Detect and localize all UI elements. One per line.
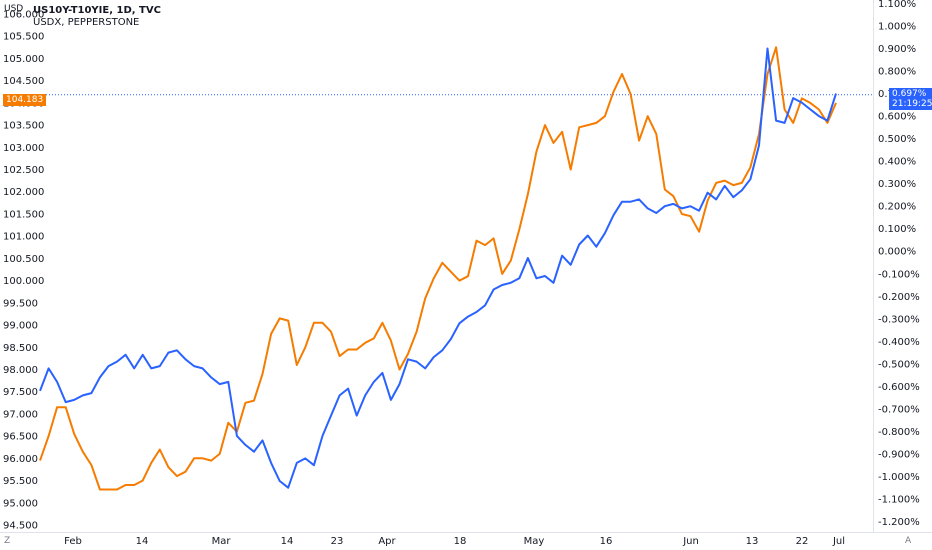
x-axis-tick: 13 [746,536,759,547]
right-axis-tick: 0.400% [878,157,916,168]
left-axis-tick: 98.500 [3,343,38,354]
left-axis-tick: 102.000 [3,187,44,198]
x-axis-tick: 14 [281,536,294,547]
right-axis-tick: 0.800% [878,67,916,78]
left-axis-tick: 100.500 [3,254,44,265]
left-axis-tick: 94.500 [3,521,38,532]
right-axis-tick: 0.900% [878,44,916,55]
x-axis-tick: Jul [832,536,845,547]
left-axis-tick: 103.000 [3,143,44,154]
left-price-badge: 104.183 [3,94,47,106]
left-axis-tick: 95.000 [3,498,38,509]
left-price-value: 104.183 [6,95,44,105]
left-axis-tick: 103.500 [3,121,44,132]
right-axis-tick: -0.900% [878,449,920,460]
left-axis-tick: 99.000 [3,321,38,332]
series-line-us10y-t10yie [39,47,837,489]
zoom-icon[interactable]: Z [4,536,11,546]
right-axis-tick: 0.600% [878,112,916,123]
left-axis-tick: 96.500 [3,432,38,443]
right-axis-tick: 1.100% [878,0,916,10]
right-price-time: 21:19:25 [892,99,932,109]
right-axis-tick: -1.200% [878,517,920,528]
right-axis-tick: -0.100% [878,269,920,280]
x-axis-tick: Apr [378,536,396,547]
left-axis-tick: 105.500 [3,32,44,43]
left-axis-tick: 106.000 [3,10,44,21]
legend-title: US10Y-T10YIE, 1D, TVC [33,5,161,16]
left-axis-tick: 101.000 [3,232,44,243]
right-axis-tick: 0.000% [878,247,916,258]
right-price-value: 0.697% [892,89,927,99]
x-axis-tick: Mar [212,536,232,547]
right-axis-tick: -0.300% [878,314,920,325]
right-axis-tick: 0.200% [878,202,916,213]
right-axis-tick: -0.200% [878,292,920,303]
left-axis-tick: 104.500 [3,76,44,87]
series-line-usdx [39,46,837,491]
x-axis-tick: Jun [682,536,699,547]
left-axis-tick: 98.000 [3,365,38,376]
right-axis-tick: 0.500% [878,134,916,145]
left-axis-unit: USD [4,4,24,14]
right-axis-tick: 0.100% [878,224,916,235]
right-axis-tick: -0.800% [878,427,920,438]
right-axis-tick: 0.300% [878,179,916,190]
right-axis-tick: -0.400% [878,337,920,348]
left-axis-tick: 95.500 [3,476,38,487]
right-axis-tick: -0.600% [878,382,920,393]
x-axis-tick: 14 [136,536,149,547]
x-axis-tick: 16 [600,536,613,547]
right-axis-tick: -1.000% [878,472,920,483]
x-axis-tick: Feb [64,536,82,547]
left-axis-tick: 102.500 [3,165,44,176]
legend-subtitle: USDX, PEPPERSTONE [33,17,140,28]
auto-scale-button[interactable]: A [905,536,912,546]
right-axis-tick: 1.000% [878,22,916,33]
x-axis-tick: 23 [331,536,344,547]
x-axis-tick: 18 [454,536,467,547]
left-axis-tick: 96.000 [3,454,38,465]
left-axis-tick: 101.500 [3,209,44,220]
left-axis-tick: 97.500 [3,387,38,398]
left-axis-tick: 105.000 [3,54,44,65]
left-axis-tick: 99.500 [3,298,38,309]
left-axis-tick: 100.000 [3,276,44,287]
x-axis-tick: 22 [796,536,809,547]
right-axis-tick: -1.100% [878,494,920,505]
left-axis-tick: 97.000 [3,409,38,420]
right-axis-tick: -0.700% [878,404,920,415]
x-axis-tick: May [524,536,545,547]
right-axis-tick: -0.500% [878,359,920,370]
chart-legend: US10Y-T10YIE, 1D, TVC USDX, PEPPERSTONE [33,5,161,29]
right-price-badge: 0.697% 21:19:25 [889,88,932,110]
